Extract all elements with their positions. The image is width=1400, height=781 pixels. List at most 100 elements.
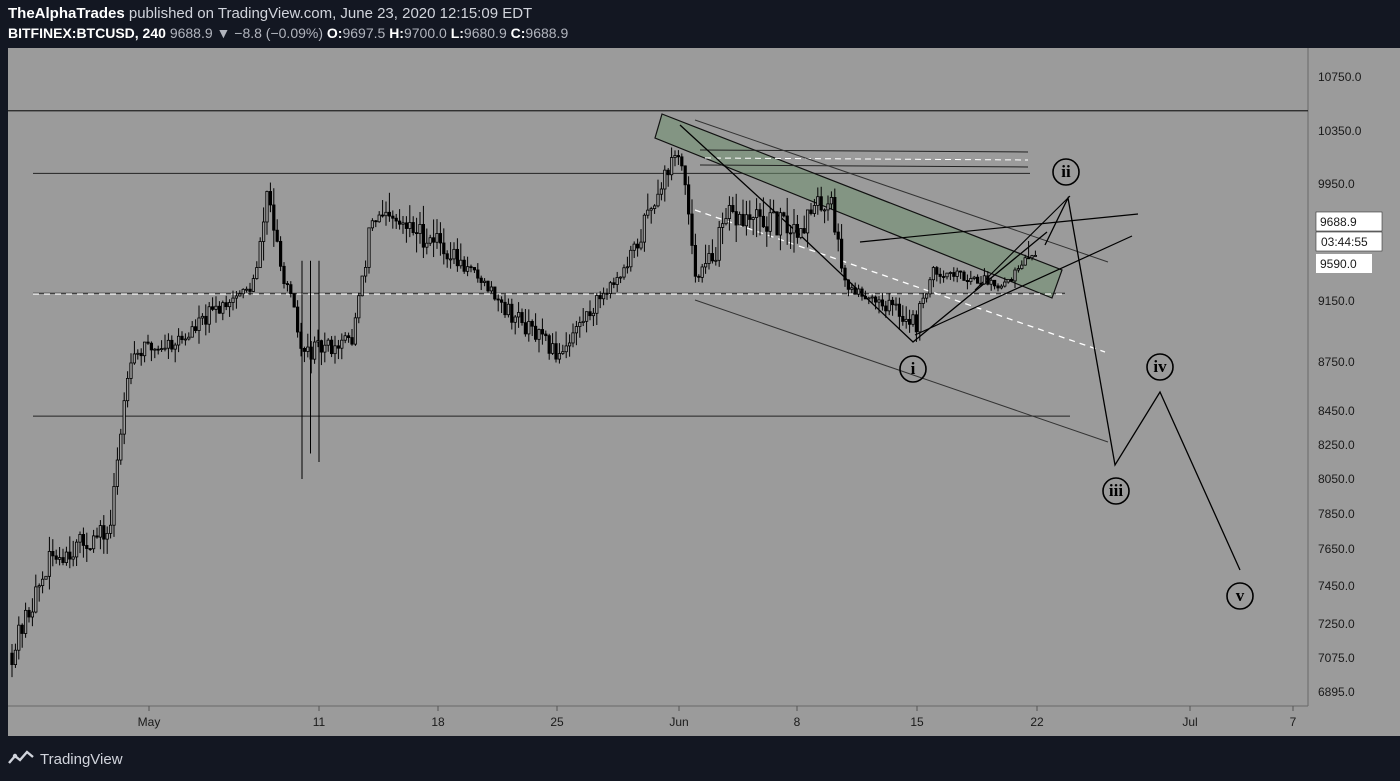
candle [561,344,565,355]
candle [1023,254,1027,266]
candle [380,200,385,218]
chart-header: TheAlphaTrades published on TradingView.… [0,0,1400,48]
candle [122,392,126,445]
candle [47,536,52,590]
candle-body [646,209,650,216]
candle-body [663,169,667,190]
candle [85,532,89,562]
candle-body [948,272,953,274]
candle [183,333,187,346]
price-axis[interactable] [1308,48,1400,706]
candle-body [595,295,599,314]
candle [13,643,17,668]
plot-area[interactable] [8,48,1308,706]
candle [989,277,993,291]
tradingview-logo[interactable]: TradingView [8,750,123,768]
candle [425,228,429,255]
candle [938,267,942,284]
wave-label-circle [1102,477,1130,505]
candle-body [993,279,997,287]
candle [547,333,551,360]
candle-body [153,348,157,351]
candle-body [411,222,415,234]
candle [659,182,664,201]
candle-body [506,303,511,316]
symbol-label[interactable]: BITFINEX:BTCUSD, 240 [8,25,166,41]
candle-body [680,156,684,167]
candle-body [894,303,898,306]
candle-body [289,284,293,295]
candle-body [802,228,806,234]
candle [1010,277,1014,283]
candle [812,198,817,217]
candle-body [935,267,939,275]
candle-body [816,196,820,206]
candle-body [465,266,470,272]
candle [795,214,800,244]
candle-body [238,293,242,297]
candle-body [445,253,449,260]
tradingview-logo-icon [8,750,34,764]
candle-body [272,204,276,231]
candle [115,447,119,495]
author-name[interactable]: TheAlphaTrades [8,5,125,22]
candle-body [173,344,177,350]
candle [394,213,398,229]
candle [690,199,694,255]
candle [693,233,698,283]
candle [37,583,41,602]
candle-body [336,345,341,349]
candle-body [401,222,405,225]
candle [829,191,834,210]
candle-body [353,317,358,345]
candle [261,207,266,261]
candle [564,332,568,359]
candle-body [163,347,167,350]
candle-body [1030,255,1034,259]
candle-body [282,265,286,284]
candle-body [292,293,296,308]
candle-body [418,224,422,234]
candle [109,509,113,539]
candle [581,308,585,327]
candle-body [268,191,273,206]
candle [170,335,174,353]
time-axis[interactable] [8,706,1400,736]
candle-body [710,253,715,262]
candle [792,208,796,253]
candle [370,218,375,231]
candle-body [377,214,381,223]
candle [448,242,453,269]
candle-body [479,277,483,283]
candle-body [727,205,732,219]
candle-body [656,193,660,207]
candle [877,296,881,314]
candle-body [602,292,606,300]
candle-body [608,282,613,294]
candle [295,300,300,338]
candle-body [1027,257,1031,260]
candle-body [64,551,68,563]
candle-body [132,353,136,364]
wave-label-iv: iv [1146,353,1174,381]
candle [465,256,470,277]
candle-body [795,223,800,238]
candle-body [778,212,783,236]
candle-body [761,215,766,228]
candle [472,267,477,273]
candle [734,193,738,243]
candle-body [1013,269,1017,282]
candle [602,287,606,306]
candle [336,339,341,360]
candle [136,349,140,360]
candle [554,331,558,363]
high-value: 9700.0 [403,25,447,41]
candle-body [806,209,810,234]
candle-body [785,215,789,234]
candle [1006,278,1010,284]
candle [180,331,184,344]
candle [363,260,368,283]
candle [156,345,160,355]
candle-body [472,267,477,271]
